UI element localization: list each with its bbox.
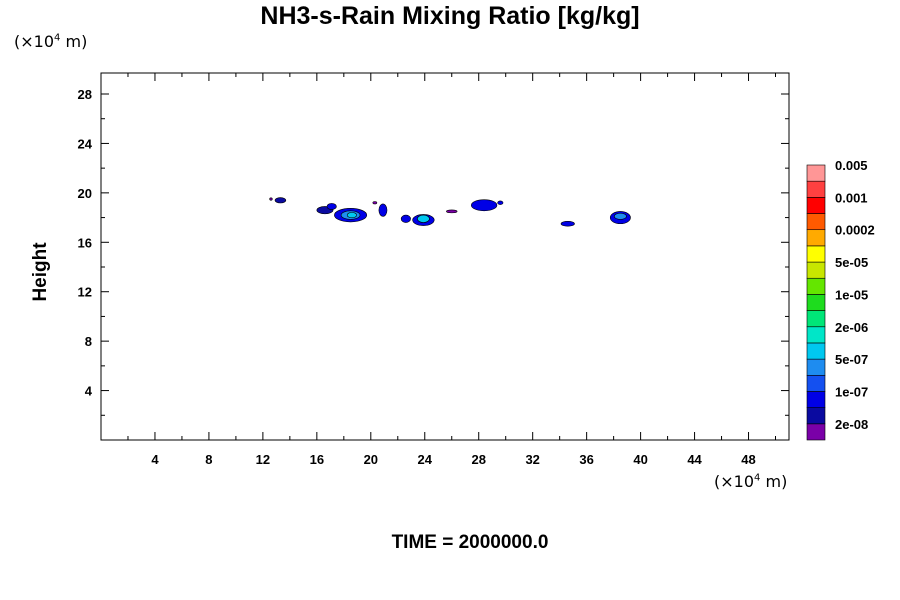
contour-cell-8 xyxy=(372,201,378,205)
colorbar-swatch xyxy=(806,180,826,198)
data-layer xyxy=(269,197,631,227)
colorbar-swatch xyxy=(806,245,826,263)
contour-cell-6 xyxy=(346,212,357,219)
contour-cell-9 xyxy=(400,214,411,223)
x-tick-label: 24 xyxy=(418,452,433,467)
contour-cell-12 xyxy=(446,209,458,214)
colorbar-swatch xyxy=(806,310,826,328)
x-tick-label: 40 xyxy=(633,452,647,467)
time-label: TIME = 2000000.0 xyxy=(391,532,549,553)
colorbar-label: 0.0002 xyxy=(835,223,875,238)
y-tick-label: 16 xyxy=(78,235,92,250)
colorbar-swatch xyxy=(806,229,826,247)
contour-cell-11 xyxy=(417,214,430,223)
colorbar: 2e-08 1e-07 5e-07 2e-06 1e-05 5e-05 0.0002 0.00… xyxy=(806,158,875,441)
contour-cell-0 xyxy=(274,197,287,204)
colorbar-label: 2e-08 xyxy=(835,417,868,432)
y-tick-label: 12 xyxy=(78,285,92,300)
colorbar-label: 0.005 xyxy=(835,158,868,173)
contour-cell-14 xyxy=(497,200,504,205)
colorbar-swatch xyxy=(806,213,826,231)
colorbar-swatch xyxy=(806,423,826,441)
contour-cell-1 xyxy=(269,197,273,201)
colorbar-label: 1e-05 xyxy=(835,287,868,302)
y-tick-label: 28 xyxy=(78,87,92,102)
x-tick-label: 32 xyxy=(525,452,539,467)
colorbar-swatch xyxy=(806,342,826,360)
contour-cell-7 xyxy=(378,203,388,217)
y-tick-label: 8 xyxy=(85,334,92,349)
x-tick-label: 28 xyxy=(471,452,485,467)
x-tick-label: 20 xyxy=(364,452,378,467)
x-tick-label: 12 xyxy=(256,452,270,467)
x-axis-unit: (×104 m) xyxy=(714,472,788,491)
colorbar-swatch xyxy=(806,391,826,408)
colorbar-swatch xyxy=(806,164,826,182)
chart-title: NH3-s-Rain Mixing Ratio [kg/kg] xyxy=(260,2,640,30)
colorbar-label: 0.001 xyxy=(835,190,868,205)
colorbar-swatch xyxy=(806,294,826,311)
x-tick-label: 4 xyxy=(151,452,159,467)
plot-frame xyxy=(100,72,790,441)
colorbar-label: 5e-05 xyxy=(835,255,868,270)
x-tick-label: 8 xyxy=(205,452,212,467)
y-axis-unit: (×104 m) xyxy=(14,32,88,51)
colorbar-swatch xyxy=(806,374,826,392)
colorbar-swatch xyxy=(806,358,826,376)
colorbar-swatch xyxy=(806,277,826,295)
y-tick-label: 24 xyxy=(78,136,93,151)
colorbar-swatch xyxy=(806,407,826,425)
colorbar-swatch xyxy=(806,261,826,279)
x-tick-label: 44 xyxy=(687,452,702,467)
x-tick-label: 36 xyxy=(579,452,593,467)
colorbar-swatch xyxy=(806,326,826,344)
contour-cell-13 xyxy=(471,199,498,212)
colorbar-swatch xyxy=(806,197,826,214)
colorbar-label: 5e-07 xyxy=(835,352,868,367)
colorbar-label: 2e-06 xyxy=(835,320,868,335)
contour-cell-3 xyxy=(326,203,337,210)
y-tick-label: 20 xyxy=(78,186,92,201)
contour-cell-17 xyxy=(614,212,627,220)
x-tick-label: 48 xyxy=(741,452,755,467)
x-tick-label: 16 xyxy=(310,452,324,467)
contour-cell-15 xyxy=(560,220,575,227)
y-tick-label: 4 xyxy=(85,384,93,399)
colorbar-label: 1e-07 xyxy=(835,384,868,399)
